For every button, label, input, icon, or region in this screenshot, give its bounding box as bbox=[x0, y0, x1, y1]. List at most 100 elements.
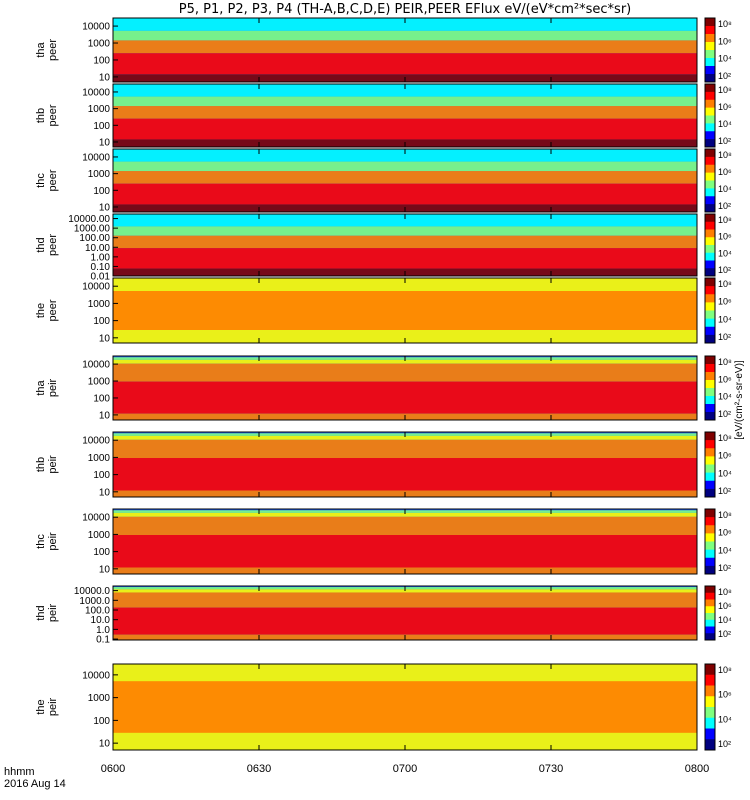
colorbar-segment bbox=[705, 717, 715, 729]
y-tick-label: 10000.0 bbox=[74, 586, 111, 597]
colorbar-frame bbox=[704, 277, 716, 344]
panel-tha-peir bbox=[112, 355, 716, 421]
colorbar-segment bbox=[705, 664, 715, 676]
colorbar-tick-label: 10⁶ bbox=[718, 102, 732, 112]
y-tick-label: 10000 bbox=[82, 436, 110, 447]
colorbar-segment bbox=[705, 164, 715, 174]
panel-probe-label: thb bbox=[35, 457, 47, 472]
panel-species-label: peir bbox=[47, 455, 59, 474]
colorbar-tick-label: 10² bbox=[718, 332, 731, 342]
colorbar-segment bbox=[705, 613, 715, 621]
panel-probe-label: tha bbox=[35, 379, 47, 395]
y-tick-label: 0.10 bbox=[91, 262, 111, 273]
flux-band bbox=[113, 30, 697, 41]
colorbar-tick-label: 10⁸ bbox=[718, 150, 732, 160]
colorbar-segment bbox=[705, 633, 715, 641]
colorbar-segment bbox=[705, 586, 715, 594]
y-tick-label: 10000.00 bbox=[68, 214, 110, 225]
y-tick-label: 10000 bbox=[82, 87, 110, 98]
y-tick-label: 1000 bbox=[88, 453, 111, 464]
x-tick-label: 0700 bbox=[393, 763, 417, 775]
y-tick-label: 1000 bbox=[88, 377, 111, 388]
colorbar-segment bbox=[705, 388, 715, 397]
colorbar-segment bbox=[705, 456, 715, 465]
y-tick-label: 100 bbox=[93, 55, 110, 66]
colorbar-tick-label: 10² bbox=[718, 739, 731, 749]
colorbar-segment bbox=[705, 294, 715, 303]
panel-probe-label: thc bbox=[35, 173, 47, 188]
panel-species-label: peer bbox=[47, 299, 59, 321]
panel-the-peer bbox=[112, 277, 716, 344]
colorbar-segment bbox=[705, 229, 715, 238]
colorbar-tick-label: 10² bbox=[718, 71, 731, 81]
colorbar-segment bbox=[705, 252, 715, 261]
y-tick-label: 10.0 bbox=[91, 615, 111, 626]
y-tick-label: 100 bbox=[93, 470, 110, 481]
colorbar-segment bbox=[705, 533, 715, 542]
y-tick-label: 0.1 bbox=[96, 635, 110, 646]
colorbar-segment bbox=[705, 432, 715, 441]
colorbar-tick-label: 10⁶ bbox=[718, 232, 732, 242]
flux-band bbox=[113, 535, 697, 568]
flux-band bbox=[113, 53, 697, 75]
colorbar-segment bbox=[705, 302, 715, 311]
y-tick-label: 0.01 bbox=[91, 272, 111, 283]
colorbar-segment bbox=[705, 286, 715, 295]
colorbar-segment bbox=[705, 99, 715, 109]
colorbar-segment bbox=[705, 440, 715, 449]
colorbar-segment bbox=[705, 557, 715, 567]
colorbar-tick-label: 10² bbox=[718, 563, 731, 573]
colorbar-segment bbox=[705, 180, 715, 189]
flux-band bbox=[113, 681, 697, 733]
colorbar-frame bbox=[704, 585, 716, 641]
y-tick-label: 100 bbox=[93, 547, 110, 558]
y-tick-label: 10 bbox=[99, 202, 111, 213]
colorbar-segment bbox=[705, 448, 715, 457]
flux-band bbox=[113, 161, 697, 172]
x-tick-label: 0800 bbox=[685, 763, 709, 775]
x-tick-label: 0630 bbox=[247, 763, 271, 775]
colorbar-segment bbox=[705, 278, 715, 287]
y-tick-label: 10 bbox=[99, 137, 111, 148]
flux-band bbox=[113, 248, 697, 269]
x-tick-label: 0600 bbox=[101, 763, 125, 775]
flux-band bbox=[113, 363, 697, 382]
colorbar-segment bbox=[705, 310, 715, 320]
flux-band bbox=[113, 96, 697, 107]
colorbar-tick-label: 10⁸ bbox=[718, 357, 732, 367]
colorbar-segment bbox=[705, 696, 715, 708]
panel-species-label: peir bbox=[47, 532, 59, 551]
colorbar-segment bbox=[705, 115, 715, 124]
flux-band bbox=[113, 439, 697, 458]
colorbar-segment bbox=[705, 18, 715, 27]
colorbar-segment bbox=[705, 326, 715, 336]
colorbar-tick-label: 10⁴ bbox=[718, 615, 732, 625]
colorbar-segment bbox=[705, 674, 715, 686]
colorbar-segment bbox=[705, 42, 715, 51]
colorbar-tick-label: 10⁸ bbox=[718, 279, 732, 289]
y-tick-label: 1000 bbox=[88, 39, 111, 50]
colorbar-tick-label: 10² bbox=[718, 201, 731, 211]
colorbar-segment bbox=[705, 58, 715, 67]
panel-probe-label: thc bbox=[35, 534, 47, 549]
colorbar-frame bbox=[704, 663, 716, 751]
colorbar-segment bbox=[705, 412, 715, 421]
colorbar-tick-label: 10² bbox=[718, 265, 731, 275]
colorbar-segment bbox=[705, 509, 715, 518]
colorbar-tick-label: 10⁶ bbox=[718, 167, 732, 177]
colorbar-frame bbox=[704, 213, 716, 277]
colorbar-segment bbox=[705, 149, 715, 158]
panel-tha-peer bbox=[112, 17, 716, 83]
y-tick-label: 10000 bbox=[82, 282, 110, 293]
chart-title: P5, P1, P2, P3, P4 (TH-A,B,C,D,E) PEIR,P… bbox=[178, 2, 632, 17]
flux-band bbox=[113, 512, 697, 517]
y-tick-label: 100.0 bbox=[85, 605, 110, 616]
colorbar-segment bbox=[705, 214, 715, 223]
y-tick-label: 10000 bbox=[82, 152, 110, 163]
panel-probe-label: thb bbox=[35, 108, 47, 123]
colorbar-segment bbox=[705, 334, 715, 344]
colorbar-segment bbox=[705, 619, 715, 627]
y-tick-label: 1000.00 bbox=[74, 224, 111, 235]
